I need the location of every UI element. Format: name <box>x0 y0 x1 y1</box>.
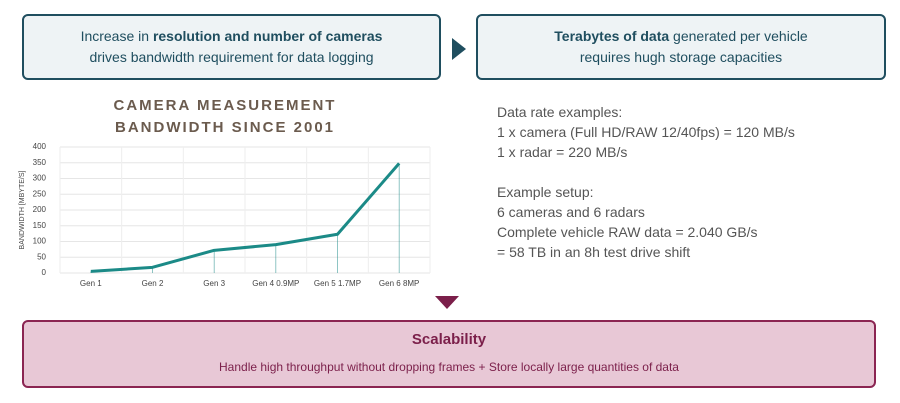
bold-text: Terabytes of data <box>554 28 670 44</box>
arrow-down <box>435 296 459 309</box>
bottom-text: Handle high throughput without dropping … <box>219 360 679 374</box>
x-tick-label: Gen 3 <box>203 279 225 288</box>
note: 6 cameras and 6 radars <box>497 204 645 220</box>
line: Increase in resolution and number of cam… <box>24 26 439 47</box>
bottom-box: Scalability Handle high throughput witho… <box>22 320 876 388</box>
notes: Data rate examples: 1 x camera (Full HD/… <box>497 102 795 262</box>
x-tick-label: Gen 1 <box>80 279 102 288</box>
y-tick-label: 150 <box>33 221 47 230</box>
text: generated per vehicle <box>669 28 808 44</box>
top-box: Terabytes of data generated per vehicle … <box>476 14 886 80</box>
y-tick-label: 100 <box>33 237 47 246</box>
y-tick-label: 400 <box>33 142 47 151</box>
bottom-title: Scalability <box>411 331 487 348</box>
line: requires hugh storage capacities <box>579 49 783 65</box>
text: Increase in <box>80 28 153 44</box>
note: 1 x camera (Full HD/RAW 12/40fps) = 120 … <box>497 124 795 140</box>
note: 1 x radar = 220 MB/s <box>497 144 628 160</box>
y-tick-label: 350 <box>33 158 47 167</box>
arrow-right <box>452 38 466 60</box>
y-tick-label: 300 <box>33 174 47 183</box>
line: Terabytes of data generated per vehicle <box>478 26 884 47</box>
bold-text: resolution and number of cameras <box>152 28 383 44</box>
y-tick-label: 250 <box>33 189 47 198</box>
x-tick-label: Gen 6 8MP <box>379 279 419 288</box>
y-tick-label: 0 <box>42 268 47 277</box>
y-axis-label: BANDWIDTH [MBYTE/S] <box>19 170 26 249</box>
chart: 0 50 100 150 200 250 300 350 400 BANDWIDTH [MBYTE… <box>19 142 431 288</box>
line: drives bandwidth requirement for data lo… <box>89 49 374 65</box>
y-tick-label: 200 <box>33 205 47 214</box>
note: = 58 TB in an 8h test drive shift <box>497 244 691 260</box>
line <box>90 162 401 273</box>
note: Example setup: <box>497 184 594 200</box>
x-tick-label: Gen 5 1.7MP <box>314 279 361 288</box>
top-box: Increase in resolution and number of cam… <box>22 14 441 80</box>
note: Complete vehicle RAW data = 2.040 GB/s <box>497 224 758 240</box>
note: Data rate examples: <box>497 104 623 120</box>
chart-title: CAMERA MEASUREMENT BANDWIDTH SINCE 2001 <box>113 97 337 136</box>
y-tick-label: 50 <box>37 252 46 261</box>
x-tick-label: Gen 2 <box>142 279 164 288</box>
x-tick-label: Gen 4 0.9MP <box>252 279 299 288</box>
